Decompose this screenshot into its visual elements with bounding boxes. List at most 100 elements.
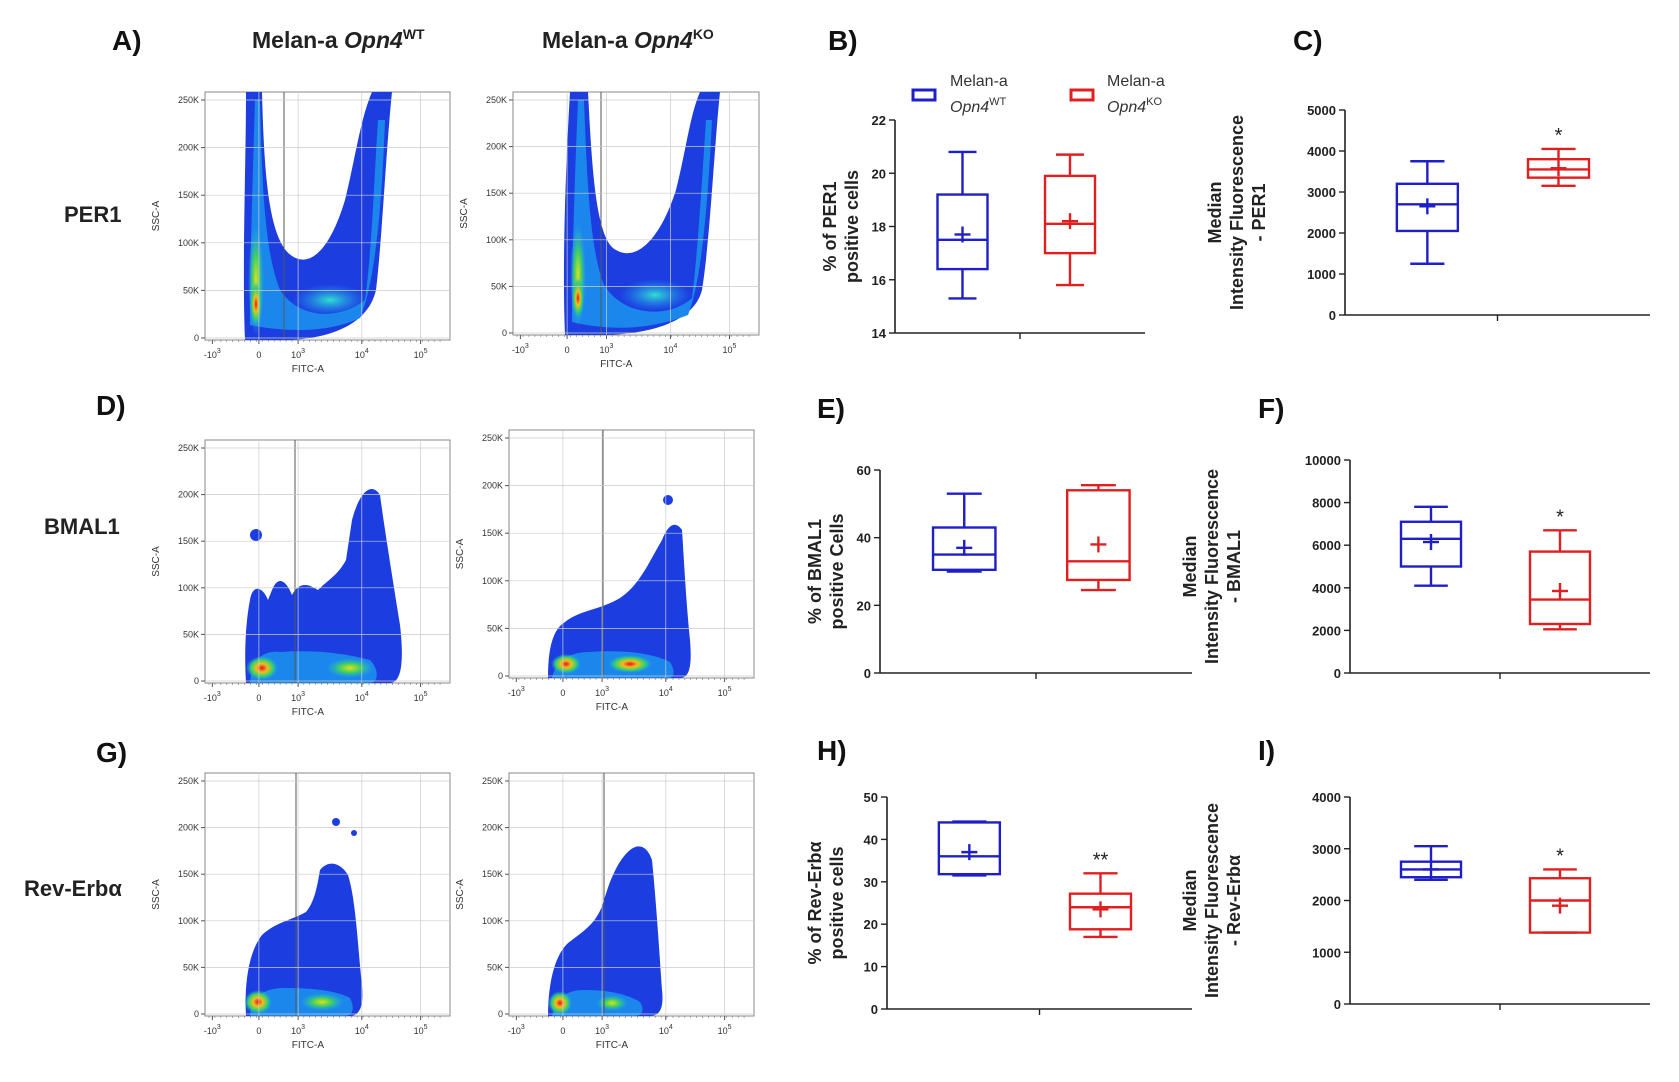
flow-ytick-label: 200K (482, 823, 503, 833)
y-tick-label: 18 (872, 220, 886, 235)
box-series-wt (931, 492, 997, 573)
flow-ytick-label: 150K (178, 536, 199, 546)
y-axis-label: - BMAL1 (1224, 530, 1244, 603)
panel-label: E) (817, 393, 845, 424)
y-tick-label: 14 (872, 326, 887, 341)
flow-xtick-label: 103 (600, 343, 614, 355)
flow-ytick-label: 100K (178, 916, 199, 926)
legend-label-ko-line2: Opn4KO (1107, 96, 1162, 116)
flow-axes-3: 0 50K 100K 150K 200K 250K -103 0 103 104 105 FITC-A… (455, 430, 754, 713)
box-iqr (1043, 174, 1097, 255)
box-iqr (937, 821, 1002, 876)
y-tick-label: 0 (864, 666, 871, 681)
flow-xtick-label: 105 (723, 343, 737, 355)
flow-ytick-label: 100K (178, 238, 199, 248)
flow-axes-5: 0 50K 100K 150K 200K 250K -103 0 103 104 105 FITC-A… (455, 773, 754, 1051)
flow-xtick-label: 0 (565, 345, 570, 355)
flow-ytick-label: 250K (178, 443, 199, 453)
flow-xtick-label: -103 (204, 1024, 221, 1036)
box-iqr (1395, 182, 1460, 233)
flow-xtick-label: -103 (204, 348, 221, 360)
y-tick-label: 40 (864, 832, 878, 847)
significance-marker: * (1556, 845, 1564, 867)
flow-ytick-label: 0 (194, 1009, 199, 1019)
panel-label: F) (1258, 393, 1284, 424)
flow-xtick-label: 105 (718, 1024, 732, 1036)
y-tick-label: 20 (857, 598, 871, 613)
y-axis-label: Intensity Fluorescence (1227, 115, 1247, 310)
y-tick-label: 60 (857, 463, 871, 478)
flow-ytick-label: 250K (178, 776, 199, 786)
flow-xtick-label: 103 (595, 1024, 609, 1036)
box-chart-c: C) 0 1000 2000 3000 4000 5000 Median Intensity F… (1205, 25, 1650, 323)
y-axis-label: Median (1180, 535, 1200, 597)
flow-axes-4: 0 50K 100K 150K 200K 250K -103 0 103 104 105 FITC-A… (151, 773, 450, 1051)
flow-density (563, 92, 720, 335)
flow-ytick-label: 250K (482, 776, 503, 786)
flow-x-axis-label: FITC-A (596, 702, 629, 713)
box-chart-e: E) 0 20 40 60 % of BMAL1 positive Cells (805, 393, 1192, 681)
flow-ytick-label: 250K (178, 95, 199, 105)
flow-ytick-label: 250K (482, 433, 503, 443)
flow-plot-per1-wt (204, 91, 451, 341)
y-tick-label: 3000 (1312, 842, 1341, 857)
y-tick-label: 0 (1329, 308, 1336, 323)
flow-x-axis-label: FITC-A (292, 364, 325, 375)
flow-ytick-label: 0 (498, 1009, 503, 1019)
flow-xtick-label: 103 (595, 686, 609, 698)
box-iqr (1065, 489, 1131, 582)
header-wt: Melan-a Opn4WT (252, 26, 425, 53)
flow-ytick-label: 50K (491, 281, 507, 291)
box-series-ko (1526, 147, 1591, 188)
box-series-wt (937, 820, 1002, 877)
box-iqr (936, 193, 989, 271)
y-tick-label: 30 (864, 875, 878, 890)
y-axis-label: % of PER1 (820, 181, 840, 271)
flow-xtick-label: -103 (508, 686, 525, 698)
flow-ytick-label: 150K (482, 869, 503, 879)
box-series-ko (1043, 153, 1097, 287)
row-label-per1: PER1 (64, 202, 121, 227)
row-label-reverba: Rev-Erbα (24, 876, 122, 901)
flow-y-axis-label: SSC-A (459, 198, 470, 229)
flow-y-axis-label: SSC-A (455, 879, 466, 910)
box-chart-b: B) 14 16 18 20 22 % of PER1 positive cells (820, 25, 1145, 341)
row-label-bmal1: BMAL1 (44, 514, 120, 539)
flow-axes-1: 0 50K 100K 150K 200K 250K -103 0 103 104 105 FITC-A… (459, 92, 759, 370)
y-axis-label: positive cells (827, 846, 847, 959)
box-series-wt (1399, 844, 1463, 881)
flow-ytick-label: 200K (486, 142, 507, 152)
box-series-ko (1528, 868, 1592, 934)
flow-y-axis-label: SSC-A (151, 879, 162, 910)
y-axis-label: - PER1 (1249, 183, 1269, 241)
y-axis-label: - Rev-Erbα (1224, 855, 1244, 946)
box-iqr (931, 526, 997, 572)
flow-ytick-label: 100K (482, 576, 503, 586)
flow-xtick-label: 0 (256, 350, 261, 360)
flow-ytick-label: 150K (178, 190, 199, 200)
y-tick-label: 0 (1334, 666, 1341, 681)
flow-ytick-label: 0 (502, 328, 507, 338)
box-series-ko (1068, 872, 1133, 939)
y-tick-label: 16 (872, 273, 886, 288)
y-tick-label: 20 (864, 917, 878, 932)
panel-label-g: G) (96, 737, 127, 768)
panel-label-a: A) (112, 25, 142, 56)
flow-ytick-label: 150K (482, 528, 503, 538)
y-tick-label: 50 (864, 790, 878, 805)
y-axis-label: Intensity Fluorescence (1202, 469, 1222, 664)
panel-label: B) (828, 25, 858, 56)
flow-ytick-label: 200K (178, 823, 199, 833)
y-axis-label: % of BMAL1 (805, 519, 825, 624)
y-tick-label: 10000 (1305, 453, 1341, 468)
box-series-ko (1528, 529, 1592, 631)
flow-ytick-label: 200K (178, 490, 199, 500)
flow-axes-0: 0 50K 100K 150K 200K 250K -103 0 103 104 105 FITC-A… (151, 92, 450, 375)
panel-label-d: D) (96, 390, 126, 421)
significance-marker: * (1556, 506, 1564, 528)
flow-xtick-label: 104 (355, 691, 369, 703)
y-axis-label: % of Rev-Erbα (805, 841, 825, 964)
flow-y-axis-label: SSC-A (455, 538, 466, 569)
